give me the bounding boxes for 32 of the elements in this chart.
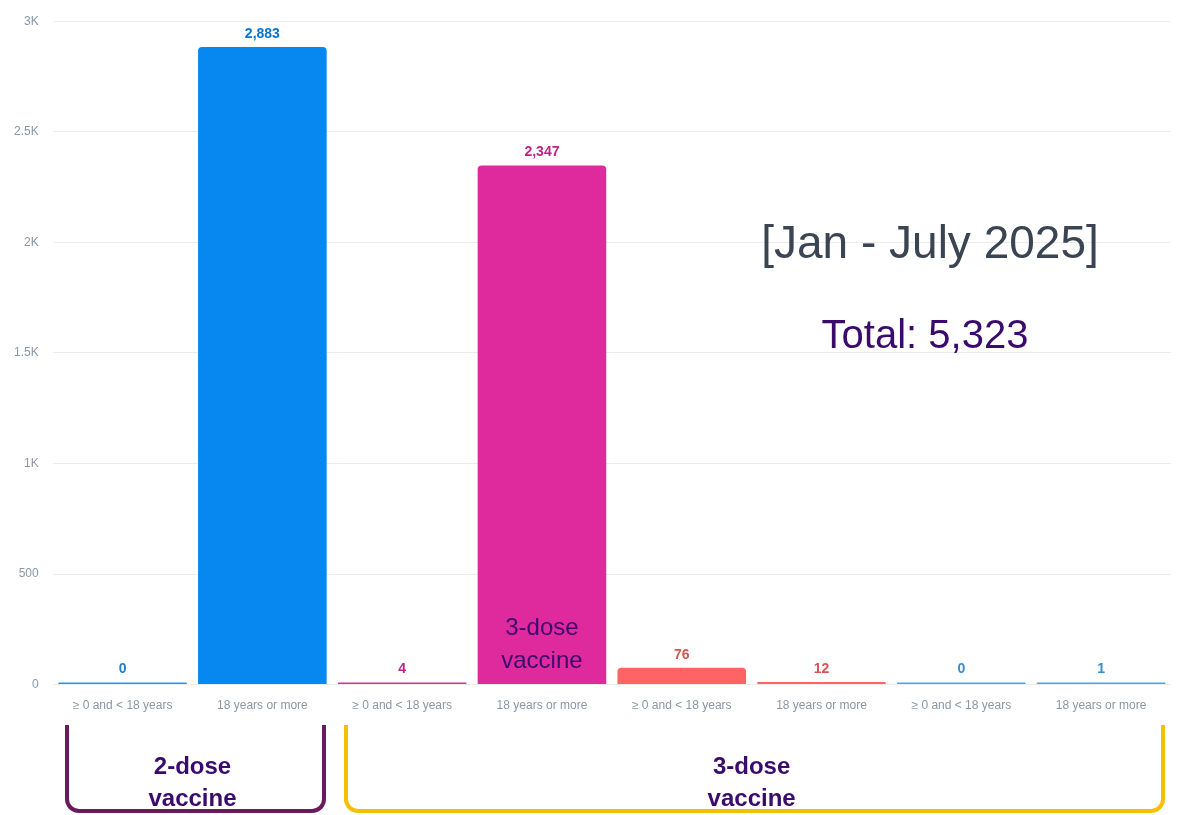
y-tick-label: 1.5K [14,345,39,360]
annotation: Total: 5,323 [821,312,1029,357]
bar [198,47,327,685]
text: 3-dose vaccine [707,751,796,811]
x-tick-label: ≥ 0 and < 18 years [72,698,173,713]
text: 2-dose vaccine [148,751,237,811]
x-tick-label: 18 years or more [1055,698,1147,713]
annotation: 3-dose vaccine [501,613,583,674]
x-tick-label: ≥ 0 and < 18 years [631,698,732,713]
y-tick-label: 500 [18,566,39,581]
x-tick-label: 18 years or more [496,698,588,713]
y-tick-label: 2.5K [14,124,39,139]
x-tick-label: 18 years or more [776,698,868,713]
data-label: 12 [813,659,830,676]
y-tick-label: 0 [32,676,39,691]
data-label: 2,883 [244,24,281,41]
bar [477,165,607,685]
data-label: 2,347 [524,143,560,160]
data-label: 1 [1097,659,1106,676]
x-tick-label: ≥ 0 and < 18 years [352,698,452,713]
bar [757,681,886,685]
data-label: 4 [398,659,407,676]
data-label: 76 [673,645,690,662]
data-label: 0 [957,659,966,676]
bar [617,667,747,685]
y-tick-label: 3K [24,13,39,28]
annotation: [Jan - July 2025] [761,216,1099,269]
data-label: 0 [118,659,127,676]
x-tick-label: 18 years or more [217,698,309,713]
y-tick-label: 1K [24,455,39,470]
x-tick-label: ≥ 0 and < 18 years [911,698,1012,713]
y-tick-label: 2K [24,234,39,249]
